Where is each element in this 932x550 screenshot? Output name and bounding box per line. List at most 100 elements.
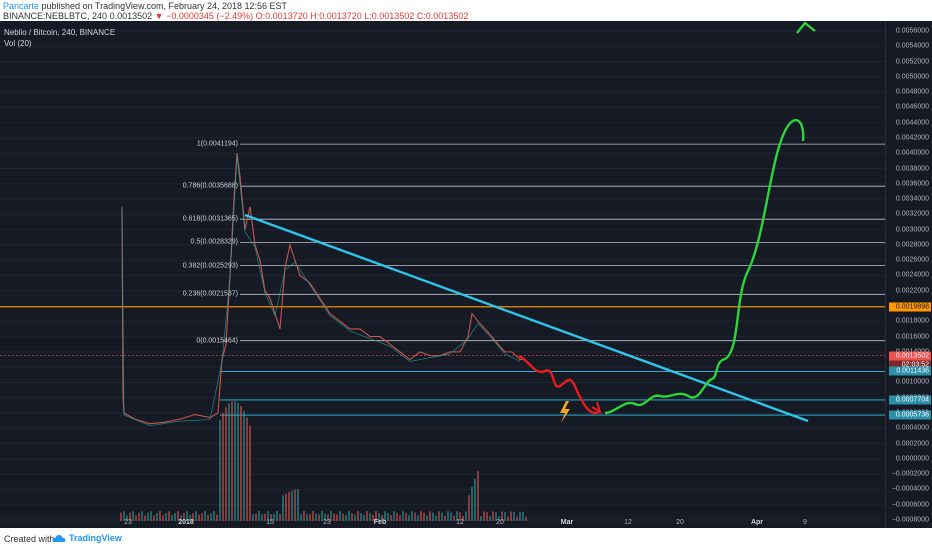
volume-bar — [303, 511, 305, 521]
chart-canvas[interactable] — [0, 21, 886, 528]
volume-bar — [423, 512, 425, 521]
time-tick-label: 20 — [496, 519, 504, 526]
time-tick-label: 9 — [803, 519, 807, 526]
volume-bar — [165, 512, 167, 521]
volume-bar — [387, 513, 389, 521]
chart-legend: Neblio / Bitcoin, 240, BINANCE Vol (20) — [4, 27, 115, 49]
volume-bar — [459, 512, 461, 521]
price-chart[interactable]: Neblio / Bitcoin, 240, BINANCE Vol (20) … — [0, 21, 932, 528]
price-tick-label: 0.0032000 — [895, 210, 929, 218]
price-tick-label: 0.0028000 — [895, 241, 929, 249]
tradingview-brand[interactable]: TradingView — [52, 533, 122, 543]
volume-bar — [480, 516, 482, 521]
volume-bar — [141, 511, 143, 521]
volume-bar — [321, 511, 323, 521]
price-tick-label: −0.0008000 — [891, 516, 929, 524]
volume-bar — [147, 512, 149, 521]
volume-bar — [447, 511, 449, 521]
price-tick-label: 0.0056000 — [895, 27, 929, 35]
volume-bar — [372, 514, 374, 521]
volume-bar — [327, 514, 329, 521]
volume-bar — [261, 514, 263, 521]
price-tick-label: 0.0048000 — [895, 88, 929, 96]
volume-bar — [180, 515, 182, 521]
volume-bar — [150, 511, 152, 521]
time-tick-label: 23 — [124, 519, 132, 526]
volume-bar — [177, 511, 179, 521]
volume-bar — [168, 511, 170, 521]
volume-bar — [342, 513, 344, 521]
volume-bar — [525, 516, 527, 521]
volume-bar — [192, 513, 194, 521]
volume-bar — [384, 511, 386, 521]
bullish-forecast-path — [604, 118, 805, 415]
volume-bar — [507, 516, 509, 521]
volume-bar — [345, 514, 347, 521]
volume-bar — [225, 407, 227, 521]
fib-level-label: 0.786(0.0035688) — [182, 182, 238, 190]
volume-bar — [501, 511, 503, 521]
volume-bar — [399, 515, 401, 521]
volume-bar — [396, 512, 398, 521]
volume-bar — [363, 514, 365, 521]
volume-bar — [378, 513, 380, 521]
volume-bar — [456, 511, 458, 521]
price-line-up — [121, 155, 521, 427]
current-price-tag: 0.0013502 — [889, 351, 931, 361]
volume-bar — [312, 511, 314, 521]
volume-bar — [405, 512, 407, 521]
volume-bar — [123, 511, 125, 521]
volume-bar — [366, 511, 368, 521]
volume-bar — [438, 511, 440, 521]
volume-bar — [375, 511, 377, 521]
volume-bar — [492, 511, 494, 521]
volume-bar — [171, 515, 173, 521]
bearish-forecast-path — [518, 354, 601, 415]
volume-bar — [159, 511, 161, 521]
volume-bar — [333, 513, 335, 521]
price-label: 0.0013502 — [109, 11, 153, 21]
legend-indicator[interactable]: Vol (20) — [4, 39, 32, 48]
footer: Created with TradingView — [0, 528, 932, 550]
fib-level-label: 0(0.0015464) — [196, 337, 238, 345]
volume-bar — [237, 402, 239, 521]
price-tick-label: 0.0044000 — [895, 119, 929, 127]
price-tick-label: 0.0054000 — [895, 42, 929, 50]
volume-bar — [324, 513, 326, 521]
price-tick-label: 0.0018000 — [895, 317, 929, 325]
volume-bar — [297, 489, 299, 521]
volume-bar — [234, 401, 236, 521]
volume-bar — [138, 512, 140, 521]
fib-level-label: 0.618(0.0031365) — [182, 215, 238, 223]
volume-bar — [381, 515, 383, 521]
volume-bar — [285, 493, 287, 521]
volume-bar — [186, 511, 188, 521]
volume-bar — [153, 515, 155, 521]
author-link[interactable]: Pancarte — [3, 1, 40, 11]
price-tick-label: −0.0004000 — [891, 485, 929, 493]
cloud-icon — [52, 534, 66, 542]
volume-bar — [513, 512, 515, 521]
volume-bar — [477, 471, 479, 521]
price-axis[interactable]: 0.0056000 0.0054000 0.0052000 0.0050000 0.00… — [885, 21, 932, 528]
price-tick-label: 0.0038000 — [895, 165, 929, 173]
fib-level-label: 0.236(0.0021537) — [182, 290, 238, 298]
volume-bar — [486, 512, 488, 521]
bearish-arrowhead — [591, 401, 602, 415]
volume-bar — [474, 478, 476, 521]
volume-bar — [216, 514, 218, 521]
time-tick-label: 2018 — [178, 519, 194, 526]
volume-bar — [282, 495, 284, 521]
volume-bar — [435, 515, 437, 521]
change-label: −0.0000345 (−2.49%) — [166, 11, 254, 21]
volume-bar — [465, 511, 467, 521]
fib-level-label: 0.5(0.0028329) — [190, 238, 238, 246]
volume-bar — [354, 514, 356, 521]
time-tick-label: Apr — [750, 519, 764, 526]
volume-bar — [240, 405, 242, 521]
volume-bar — [264, 513, 266, 521]
volume-bar — [252, 514, 254, 521]
volume-bar — [288, 491, 290, 521]
volume-bar — [519, 511, 521, 521]
support-price-tag: 0.0011436 — [889, 366, 931, 376]
